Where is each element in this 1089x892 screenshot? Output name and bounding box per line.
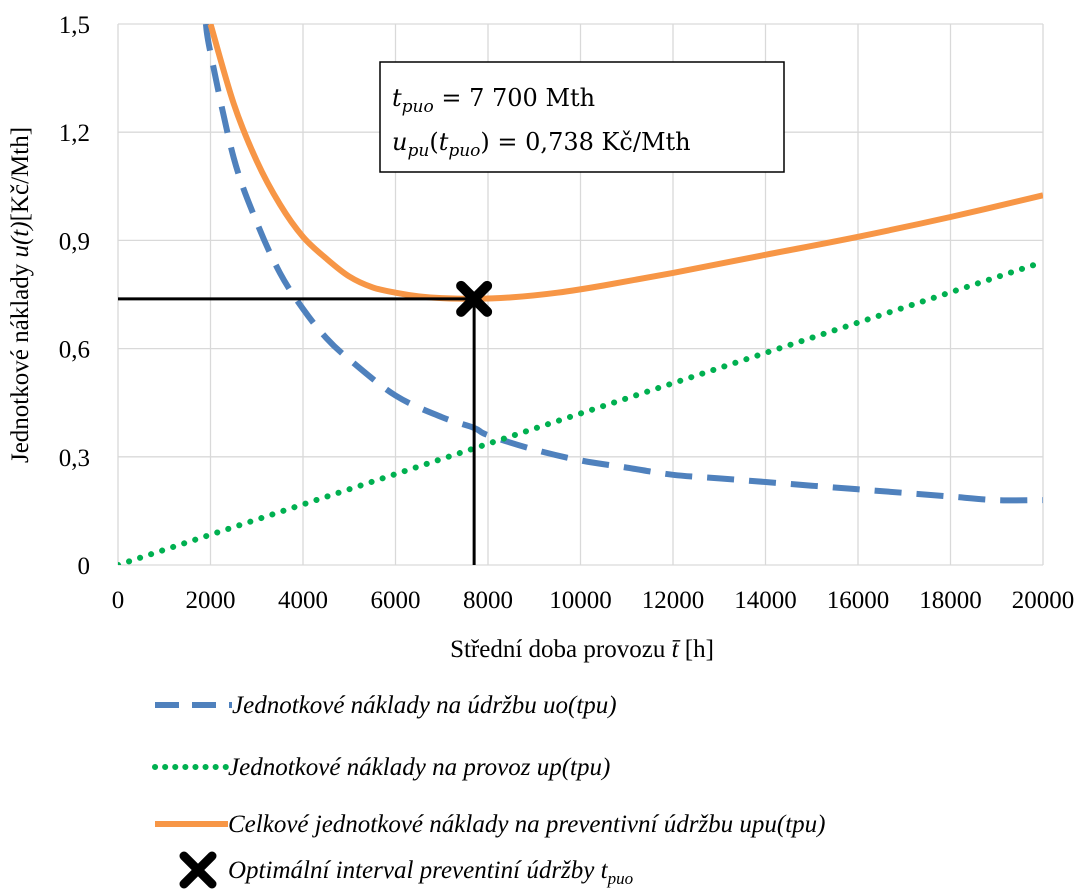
y-tick-label: 0,6 bbox=[59, 337, 90, 364]
x-tick-label: 12000 bbox=[642, 587, 705, 614]
legend-label-optimum-subscript: puo bbox=[607, 869, 634, 888]
x-tick-label: 20000 bbox=[1012, 587, 1075, 614]
annotation-open-paren: ( bbox=[429, 128, 438, 156]
annotation-u-value: = 0,738 Kč/Mth bbox=[490, 128, 691, 156]
legend: Jednotkové náklady na údržbu uo(tpu) Jed… bbox=[152, 692, 826, 889]
legend-label-optimum-text: Optimální interval preventiní údržby t bbox=[228, 857, 609, 884]
x-tick-label: 6000 bbox=[371, 587, 421, 614]
x-tick-label: 16000 bbox=[827, 587, 890, 614]
y-tick-label: 0 bbox=[78, 553, 91, 580]
optimum-annotation: tpuo = 7 700 Mth upu(tpuo) = 0,738 Kč/Mt… bbox=[379, 61, 785, 173]
legend-label-total: Celkové jednotkové náklady na preventivn… bbox=[228, 811, 826, 838]
x-tick-label: 2000 bbox=[186, 587, 236, 614]
series-operation-line bbox=[118, 259, 1043, 565]
optimum-guides bbox=[118, 280, 493, 565]
legend-label-operation: Jednotkové náklady na provoz up(tpu) bbox=[228, 754, 610, 781]
annotation-t-symbol: t bbox=[392, 84, 402, 112]
annotation-box bbox=[379, 61, 785, 173]
x-tick-label: 4000 bbox=[278, 587, 328, 614]
legend-swatch-optimum bbox=[179, 851, 217, 889]
x-axis-title-symbol: t̄ bbox=[672, 636, 682, 663]
legend-item-operation: Jednotkové náklady na provoz up(tpu) bbox=[152, 754, 610, 781]
annotation-close-paren: ) bbox=[480, 128, 489, 156]
annotation-u-symbol: u bbox=[392, 128, 407, 156]
annotation-line-2: upu(tpuo) = 0,738 Kč/Mth bbox=[392, 128, 691, 161]
y-axis-title-unit: [Kč/Mth] bbox=[7, 127, 34, 221]
series-maintenance-line bbox=[202, 24, 1043, 504]
legend-item-total: Celkové jednotkové náklady na preventivn… bbox=[155, 811, 826, 838]
y-axis-title: Jednotkové náklady u(t)[Kč/Mth] bbox=[7, 127, 34, 463]
x-tick-label: 10000 bbox=[549, 587, 612, 614]
axes: 0 2000 4000 6000 8000 10000 12000 14000 16000 180… bbox=[59, 12, 1075, 614]
x-tick-label: 0 bbox=[112, 587, 125, 614]
y-tick-label: 1,2 bbox=[59, 120, 90, 147]
x-axis-title: Střední doba provozu t̄ [h] bbox=[450, 636, 714, 663]
legend-label-optimum: Optimální interval preventiní údržby tpu… bbox=[228, 857, 633, 888]
annotation-t-subscript: puo bbox=[402, 97, 434, 117]
optimum-marker bbox=[456, 280, 493, 317]
annotation-t-value: = 7 700 Mth bbox=[434, 84, 595, 112]
y-axis-title-symbol: u(t) bbox=[7, 221, 34, 257]
x-axis-title-unit: [h] bbox=[679, 636, 714, 663]
x-tick-label: 14000 bbox=[734, 587, 797, 614]
legend-item-maintenance: Jednotkové náklady na údržbu uo(tpu) bbox=[155, 692, 617, 719]
annotation-arg-subscript: puo bbox=[448, 141, 480, 161]
y-tick-label: 1,5 bbox=[59, 12, 90, 39]
y-tick-label: 0,3 bbox=[59, 445, 90, 472]
x-tick-label: 18000 bbox=[919, 587, 982, 614]
y-axis-title-text: Jednotkové náklady bbox=[7, 258, 34, 464]
annotation-u-subscript: pu bbox=[407, 141, 429, 161]
legend-item-optimum: Optimální interval preventiní údržby tpu… bbox=[179, 851, 633, 889]
annotation-arg-symbol: t bbox=[439, 128, 449, 156]
x-axis-title-text: Střední doba provozu bbox=[450, 636, 671, 663]
annotation-line-1: tpuo = 7 700 Mth bbox=[392, 84, 595, 117]
x-tick-label: 8000 bbox=[463, 587, 513, 614]
y-tick-label: 0,9 bbox=[59, 228, 90, 255]
legend-label-maintenance: Jednotkové náklady na údržbu uo(tpu) bbox=[232, 692, 617, 719]
